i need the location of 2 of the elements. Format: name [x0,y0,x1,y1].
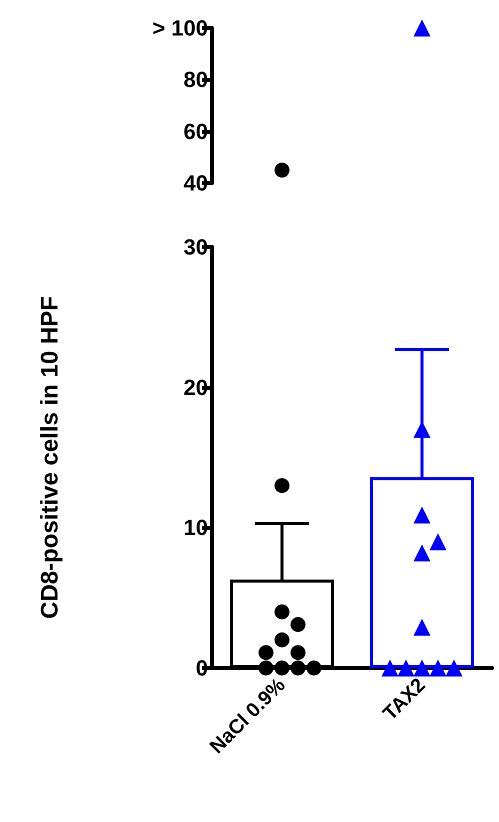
y-tick-label: > 100 [152,16,208,40]
y-axis-title: CD8-positive cells in 10 HPF [36,296,64,619]
